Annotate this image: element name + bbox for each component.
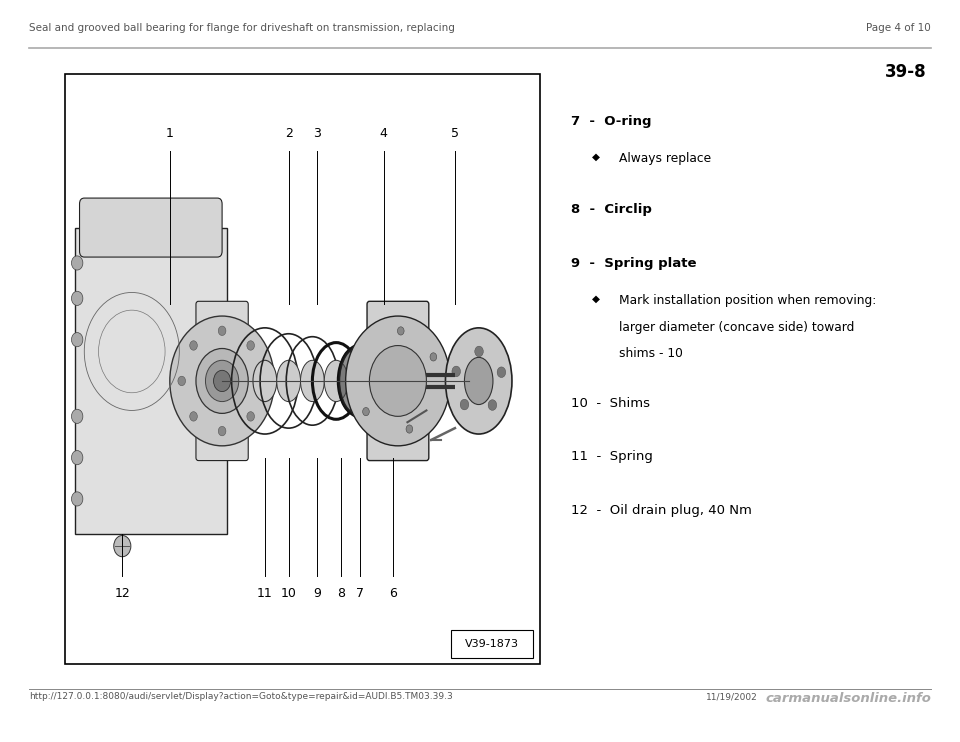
Circle shape xyxy=(370,346,426,416)
Text: Page 4 of 10: Page 4 of 10 xyxy=(867,24,931,33)
Text: 5: 5 xyxy=(451,127,459,139)
Text: 10  -  Shims: 10 - Shims xyxy=(571,397,650,410)
Text: 3: 3 xyxy=(313,127,321,139)
Text: 8: 8 xyxy=(337,587,345,600)
FancyBboxPatch shape xyxy=(80,198,222,257)
Circle shape xyxy=(346,316,450,446)
Text: 11/19/2002: 11/19/2002 xyxy=(706,692,757,701)
Circle shape xyxy=(406,425,413,433)
Text: 11  -  Spring: 11 - Spring xyxy=(571,450,653,464)
Circle shape xyxy=(488,400,496,410)
Text: 9  -  Spring plate: 9 - Spring plate xyxy=(571,257,697,270)
Circle shape xyxy=(190,341,198,350)
Circle shape xyxy=(178,376,185,386)
Text: 39-8: 39-8 xyxy=(885,63,926,81)
Circle shape xyxy=(213,370,230,392)
Circle shape xyxy=(475,346,483,357)
Text: http://127.0.0.1:8080/audi/servlet/Display?action=Goto&type=repair&id=AUDI.B5.TM: http://127.0.0.1:8080/audi/servlet/Displ… xyxy=(29,692,452,701)
Ellipse shape xyxy=(324,361,348,401)
Circle shape xyxy=(71,410,83,424)
Circle shape xyxy=(497,367,506,378)
Bar xyxy=(75,228,227,534)
Ellipse shape xyxy=(300,361,324,401)
Text: 11: 11 xyxy=(257,587,273,600)
Bar xyxy=(451,630,533,658)
Circle shape xyxy=(452,366,461,377)
Circle shape xyxy=(247,412,254,421)
Circle shape xyxy=(430,352,437,361)
Circle shape xyxy=(397,326,404,335)
Ellipse shape xyxy=(276,361,300,401)
Text: 2: 2 xyxy=(285,127,293,139)
FancyBboxPatch shape xyxy=(196,301,249,461)
Circle shape xyxy=(71,292,83,306)
Text: larger diameter (concave side) toward: larger diameter (concave side) toward xyxy=(619,321,854,335)
Circle shape xyxy=(190,412,198,421)
Circle shape xyxy=(170,316,275,446)
Circle shape xyxy=(205,361,239,401)
Text: 4: 4 xyxy=(380,127,388,139)
Text: Always replace: Always replace xyxy=(619,152,711,165)
Circle shape xyxy=(71,492,83,506)
Text: 1: 1 xyxy=(166,127,174,139)
Ellipse shape xyxy=(348,361,372,401)
Circle shape xyxy=(218,326,226,335)
Text: 6: 6 xyxy=(389,587,397,600)
Ellipse shape xyxy=(339,346,381,416)
Text: ◆: ◆ xyxy=(592,152,600,162)
Text: carmanualsonline.info: carmanualsonline.info xyxy=(765,692,931,706)
Circle shape xyxy=(218,427,226,436)
Circle shape xyxy=(71,332,83,347)
Circle shape xyxy=(71,256,83,270)
FancyBboxPatch shape xyxy=(367,301,429,461)
Circle shape xyxy=(196,349,249,413)
Circle shape xyxy=(258,376,266,386)
Text: 9: 9 xyxy=(313,587,321,600)
Circle shape xyxy=(247,341,254,350)
Ellipse shape xyxy=(465,358,493,404)
Text: 10: 10 xyxy=(280,587,297,600)
Circle shape xyxy=(460,399,468,410)
Bar xyxy=(65,74,540,664)
Circle shape xyxy=(71,450,83,464)
Text: Seal and grooved ball bearing for flange for driveshaft on transmission, replaci: Seal and grooved ball bearing for flange… xyxy=(29,24,455,33)
Text: 12: 12 xyxy=(114,587,131,600)
Ellipse shape xyxy=(253,361,276,401)
Circle shape xyxy=(363,407,370,416)
Ellipse shape xyxy=(445,328,512,434)
Text: 7: 7 xyxy=(356,587,364,600)
Text: ◆: ◆ xyxy=(592,294,600,303)
Circle shape xyxy=(113,536,131,556)
Text: 12  -  Oil drain plug, 40 Nm: 12 - Oil drain plug, 40 Nm xyxy=(571,504,752,517)
Text: 8  -  Circlip: 8 - Circlip xyxy=(571,203,652,217)
Text: 7  -  O-ring: 7 - O-ring xyxy=(571,115,652,128)
Text: Mark installation position when removing:: Mark installation position when removing… xyxy=(619,294,876,307)
Text: shims - 10: shims - 10 xyxy=(619,347,684,361)
Text: V39-1873: V39-1873 xyxy=(465,639,519,649)
